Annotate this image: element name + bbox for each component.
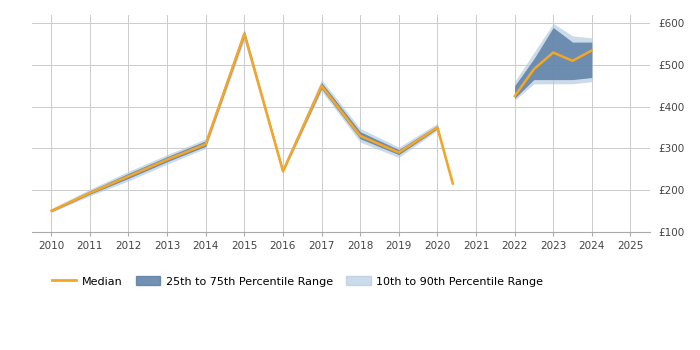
Legend: Median, 25th to 75th Percentile Range, 10th to 90th Percentile Range: Median, 25th to 75th Percentile Range, 1… — [48, 272, 548, 291]
